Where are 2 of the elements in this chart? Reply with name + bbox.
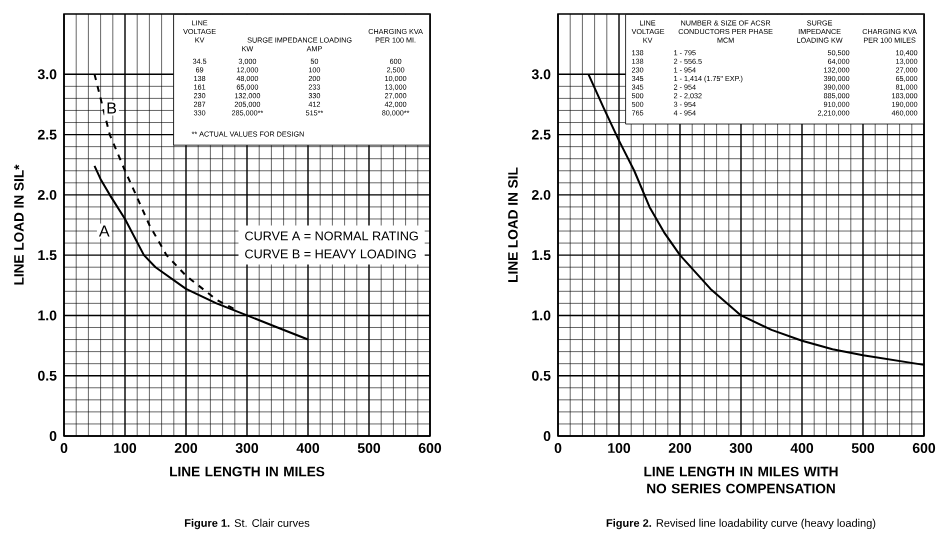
annotation: A [98, 225, 110, 237]
annotation: B [107, 102, 117, 114]
